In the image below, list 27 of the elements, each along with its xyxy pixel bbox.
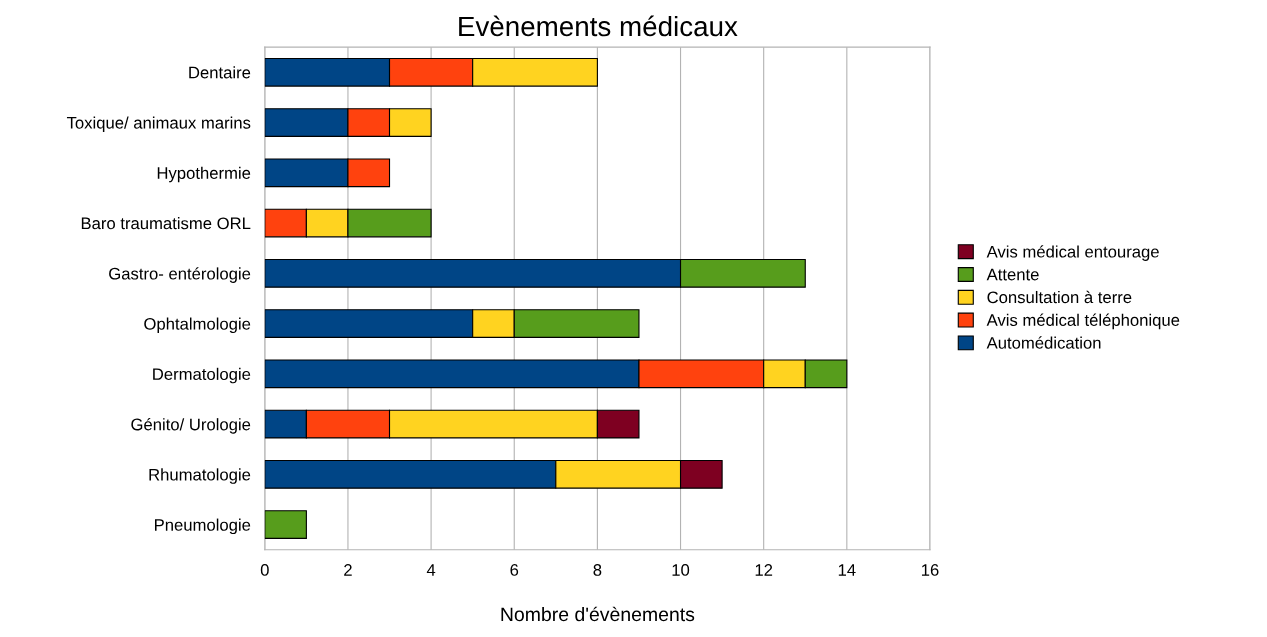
y-tick-label: Génito/ Urologie — [131, 417, 251, 434]
x-tick-label: 8 — [593, 564, 602, 576]
legend-label: Attente — [986, 268, 1039, 281]
chart-title: Evènements médicaux — [459, 15, 738, 37]
x-tick-label: 6 — [510, 564, 519, 576]
y-tick-label: Hypothermie — [157, 166, 251, 183]
x-tick-label: 12 — [755, 564, 773, 576]
x-tick-label: 2 — [344, 564, 352, 576]
y-tick-label: Rhumatologie — [149, 468, 251, 484]
x-tick-label: 16 — [921, 564, 939, 576]
legend-label: Avis médical téléphonique — [986, 313, 1180, 330]
x-tick-label: 10 — [672, 564, 690, 576]
y-tick-label: Dentaire — [189, 66, 251, 79]
y-tick-label: Baro traumatisme ORL — [81, 217, 251, 230]
x-tick-label: 14 — [838, 564, 856, 576]
y-tick-label: Dermatologie — [153, 367, 251, 384]
x-tick-label: 4 — [426, 564, 436, 576]
x-axis-title: Nombre d'évènements — [501, 606, 695, 622]
bar — [264, 510, 307, 539]
y-tick-label: Toxique/ animaux marins — [66, 116, 251, 133]
legend-label: Automédication — [986, 336, 1101, 349]
legend-label: Consultation à terre — [987, 290, 1132, 304]
y-tick-label: Gastro- entérologie — [109, 267, 251, 283]
y-tick-label: Ophtalmologie — [144, 317, 251, 334]
y-tick-label: Pneumologie — [155, 518, 251, 535]
legend-label: Avis médical entourage — [986, 245, 1159, 261]
x-tick-label: 0 — [260, 564, 269, 576]
